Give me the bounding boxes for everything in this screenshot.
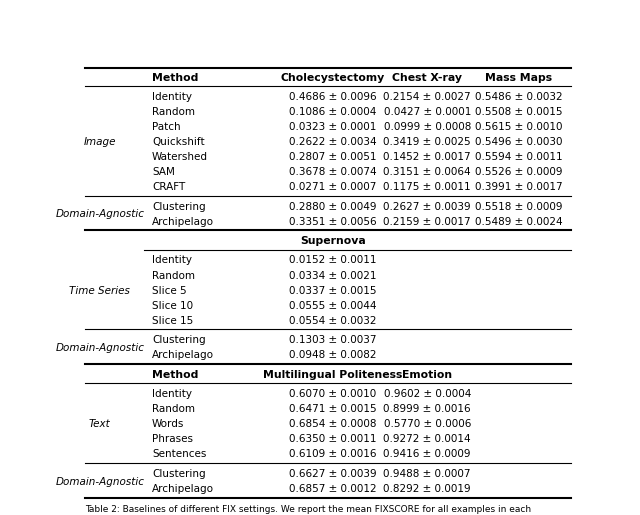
Text: Clustering: Clustering bbox=[152, 469, 205, 479]
Text: 0.1175 ± 0.0011: 0.1175 ± 0.0011 bbox=[383, 182, 471, 192]
Text: 0.0554 ± 0.0032: 0.0554 ± 0.0032 bbox=[289, 316, 377, 326]
Text: Archipelago: Archipelago bbox=[152, 484, 214, 494]
Text: Identity: Identity bbox=[152, 389, 192, 399]
Text: 0.6854 ± 0.0008: 0.6854 ± 0.0008 bbox=[289, 419, 377, 430]
Text: Multilingual Politeness: Multilingual Politeness bbox=[263, 370, 403, 380]
Text: 0.1086 ± 0.0004: 0.1086 ± 0.0004 bbox=[289, 107, 377, 117]
Text: Random: Random bbox=[152, 107, 195, 117]
Text: 0.5770 ± 0.0006: 0.5770 ± 0.0006 bbox=[383, 419, 471, 430]
Text: Words: Words bbox=[152, 419, 184, 430]
Text: 0.5486 ± 0.0032: 0.5486 ± 0.0032 bbox=[475, 92, 563, 101]
Text: 0.0555 ± 0.0044: 0.0555 ± 0.0044 bbox=[289, 301, 377, 311]
Text: 0.1303 ± 0.0037: 0.1303 ± 0.0037 bbox=[289, 335, 377, 346]
Text: 0.6350 ± 0.0011: 0.6350 ± 0.0011 bbox=[289, 434, 377, 444]
Text: Archipelago: Archipelago bbox=[152, 217, 214, 227]
Text: Supernova: Supernova bbox=[300, 236, 366, 246]
Text: 0.5518 ± 0.0009: 0.5518 ± 0.0009 bbox=[476, 202, 563, 212]
Text: 0.4686 ± 0.0096: 0.4686 ± 0.0096 bbox=[289, 92, 377, 101]
Text: 0.9416 ± 0.0009: 0.9416 ± 0.0009 bbox=[383, 450, 471, 459]
Text: 0.2159 ± 0.0017: 0.2159 ± 0.0017 bbox=[383, 217, 471, 227]
Text: Watershed: Watershed bbox=[152, 152, 208, 162]
Text: Random: Random bbox=[152, 404, 195, 414]
Text: Quickshift: Quickshift bbox=[152, 137, 205, 147]
Text: 0.5489 ± 0.0024: 0.5489 ± 0.0024 bbox=[475, 217, 563, 227]
Text: Cholecystectomy: Cholecystectomy bbox=[281, 73, 385, 82]
Text: 0.2622 ± 0.0034: 0.2622 ± 0.0034 bbox=[289, 137, 377, 147]
Text: 0.0323 ± 0.0001: 0.0323 ± 0.0001 bbox=[289, 122, 377, 132]
Text: Slice 15: Slice 15 bbox=[152, 316, 193, 326]
Text: 0.3351 ± 0.0056: 0.3351 ± 0.0056 bbox=[289, 217, 377, 227]
Text: Domain-Agnostic: Domain-Agnostic bbox=[55, 476, 145, 487]
Text: Chest X-ray: Chest X-ray bbox=[392, 73, 462, 82]
Text: Domain-Agnostic: Domain-Agnostic bbox=[55, 343, 145, 353]
Text: 0.6070 ± 0.0010: 0.6070 ± 0.0010 bbox=[289, 389, 376, 399]
Text: 0.0948 ± 0.0082: 0.0948 ± 0.0082 bbox=[289, 350, 377, 360]
Text: 0.2154 ± 0.0027: 0.2154 ± 0.0027 bbox=[383, 92, 471, 101]
Text: Time Series: Time Series bbox=[69, 286, 131, 296]
Text: 0.2807 ± 0.0051: 0.2807 ± 0.0051 bbox=[289, 152, 377, 162]
Text: Identity: Identity bbox=[152, 92, 192, 101]
Text: 0.6627 ± 0.0039: 0.6627 ± 0.0039 bbox=[289, 469, 377, 479]
Text: Patch: Patch bbox=[152, 122, 180, 132]
Text: Clustering: Clustering bbox=[152, 335, 205, 346]
Text: Clustering: Clustering bbox=[152, 202, 205, 212]
Text: 0.8292 ± 0.0019: 0.8292 ± 0.0019 bbox=[383, 484, 471, 494]
Text: 0.0427 ± 0.0001: 0.0427 ± 0.0001 bbox=[383, 107, 471, 117]
Text: 0.6857 ± 0.0012: 0.6857 ± 0.0012 bbox=[289, 484, 377, 494]
Text: 0.9488 ± 0.0007: 0.9488 ± 0.0007 bbox=[383, 469, 471, 479]
Text: SAM: SAM bbox=[152, 167, 175, 177]
Text: Slice 5: Slice 5 bbox=[152, 286, 186, 296]
Text: 0.0271 ± 0.0007: 0.0271 ± 0.0007 bbox=[289, 182, 377, 192]
Text: 0.0334 ± 0.0021: 0.0334 ± 0.0021 bbox=[289, 270, 377, 281]
Text: Sentences: Sentences bbox=[152, 450, 206, 459]
Text: 0.3991 ± 0.0017: 0.3991 ± 0.0017 bbox=[475, 182, 563, 192]
Text: 0.9272 ± 0.0014: 0.9272 ± 0.0014 bbox=[383, 434, 471, 444]
Text: Mass Maps: Mass Maps bbox=[485, 73, 552, 82]
Text: 0.1452 ± 0.0017: 0.1452 ± 0.0017 bbox=[383, 152, 471, 162]
Text: Text: Text bbox=[89, 419, 111, 430]
Text: 0.3678 ± 0.0074: 0.3678 ± 0.0074 bbox=[289, 167, 377, 177]
Text: 0.2627 ± 0.0039: 0.2627 ± 0.0039 bbox=[383, 202, 471, 212]
Text: 0.3151 ± 0.0064: 0.3151 ± 0.0064 bbox=[383, 167, 471, 177]
Text: Random: Random bbox=[152, 270, 195, 281]
Text: 0.0337 ± 0.0015: 0.0337 ± 0.0015 bbox=[289, 286, 377, 296]
Text: Emotion: Emotion bbox=[402, 370, 452, 380]
Text: 0.6109 ± 0.0016: 0.6109 ± 0.0016 bbox=[289, 450, 377, 459]
Text: Phrases: Phrases bbox=[152, 434, 193, 444]
Text: 0.3419 ± 0.0025: 0.3419 ± 0.0025 bbox=[383, 137, 471, 147]
Text: Method: Method bbox=[152, 370, 198, 380]
Text: 0.9602 ± 0.0004: 0.9602 ± 0.0004 bbox=[383, 389, 471, 399]
Text: 0.5526 ± 0.0009: 0.5526 ± 0.0009 bbox=[476, 167, 563, 177]
Text: Domain-Agnostic: Domain-Agnostic bbox=[55, 209, 145, 219]
Text: 0.8999 ± 0.0016: 0.8999 ± 0.0016 bbox=[383, 404, 471, 414]
Text: Archipelago: Archipelago bbox=[152, 350, 214, 360]
Text: Table 2: Baselines of different FIX settings. We report the mean FIXSCORE for al: Table 2: Baselines of different FIX sett… bbox=[85, 505, 531, 513]
Text: CRAFT: CRAFT bbox=[152, 182, 185, 192]
Text: 0.5594 ± 0.0011: 0.5594 ± 0.0011 bbox=[475, 152, 563, 162]
Text: Image: Image bbox=[84, 137, 116, 147]
Text: 0.2880 ± 0.0049: 0.2880 ± 0.0049 bbox=[289, 202, 377, 212]
Text: 0.5496 ± 0.0030: 0.5496 ± 0.0030 bbox=[476, 137, 563, 147]
Text: Identity: Identity bbox=[152, 255, 192, 265]
Text: 0.5508 ± 0.0015: 0.5508 ± 0.0015 bbox=[476, 107, 563, 117]
Text: Method: Method bbox=[152, 73, 198, 82]
Text: 0.5615 ± 0.0010: 0.5615 ± 0.0010 bbox=[476, 122, 563, 132]
Text: 0.6471 ± 0.0015: 0.6471 ± 0.0015 bbox=[289, 404, 377, 414]
Text: Slice 10: Slice 10 bbox=[152, 301, 193, 311]
Text: 0.0152 ± 0.0011: 0.0152 ± 0.0011 bbox=[289, 255, 377, 265]
Text: 0.0999 ± 0.0008: 0.0999 ± 0.0008 bbox=[383, 122, 471, 132]
